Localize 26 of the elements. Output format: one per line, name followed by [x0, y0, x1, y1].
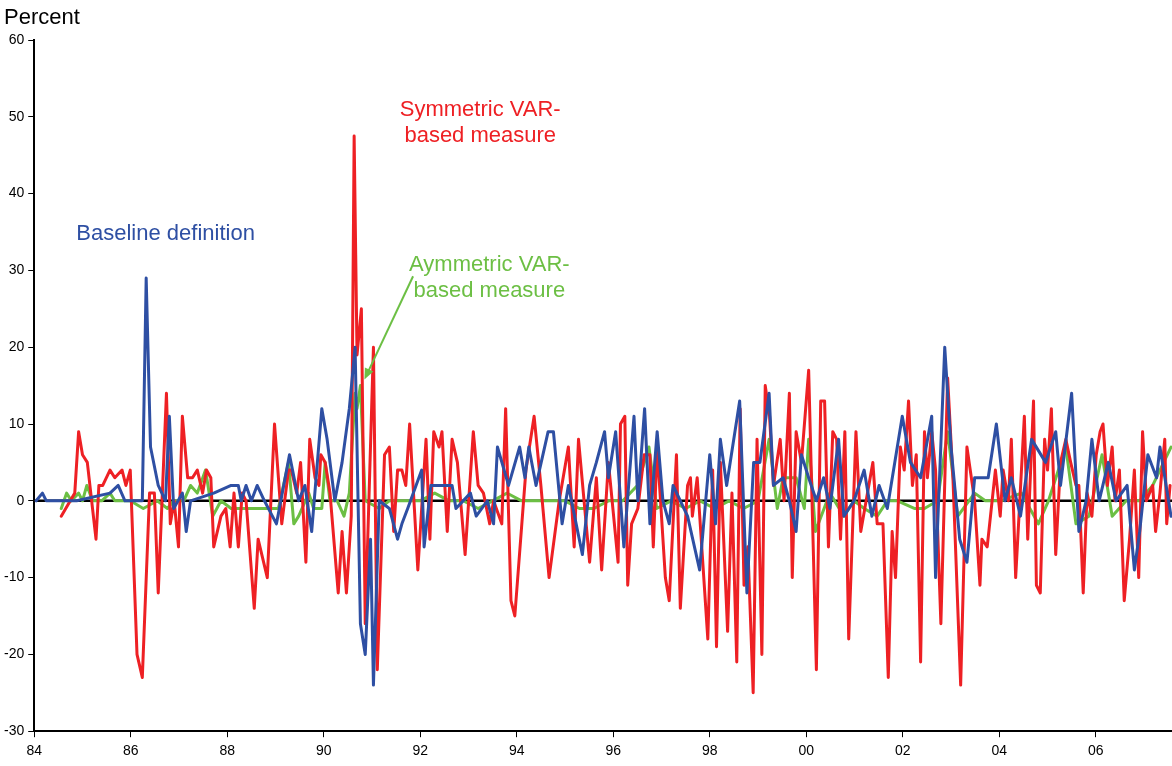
x-tick-label: 88	[219, 742, 236, 759]
x-tick-label: 84	[26, 742, 43, 759]
y-tick-label: 0	[16, 491, 25, 508]
y-tick-label: 30	[8, 261, 25, 278]
x-tick-label: 96	[605, 742, 622, 759]
x-tick-label: 90	[315, 742, 332, 759]
text: Baseline definition	[76, 220, 255, 246]
y-tick-label: -10	[4, 568, 25, 585]
x-tick-label: 06	[1087, 742, 1104, 759]
y-tick-label: 60	[8, 30, 25, 47]
x-tick-label: 00	[798, 742, 815, 759]
x-tick-label: 94	[508, 742, 525, 759]
y-tick-label: 40	[8, 184, 25, 201]
x-tick-label: 04	[991, 742, 1008, 759]
x-tick-label: 02	[894, 742, 911, 759]
text: Symmetric VAR-based measure	[399, 95, 561, 147]
y-axis-title: Percent	[4, 4, 80, 30]
y-tick-label: 50	[8, 107, 25, 124]
text: Aymmetric VAR-based measure	[409, 251, 570, 303]
y-tick-label: -20	[4, 645, 25, 662]
x-tick-label: 98	[701, 742, 718, 759]
x-tick-label: 86	[122, 742, 139, 759]
y-tick-label: -30	[4, 722, 25, 739]
y-tick-label: 10	[8, 414, 25, 431]
y-tick-label: 20	[8, 338, 25, 355]
x-tick-label: 92	[412, 742, 429, 759]
